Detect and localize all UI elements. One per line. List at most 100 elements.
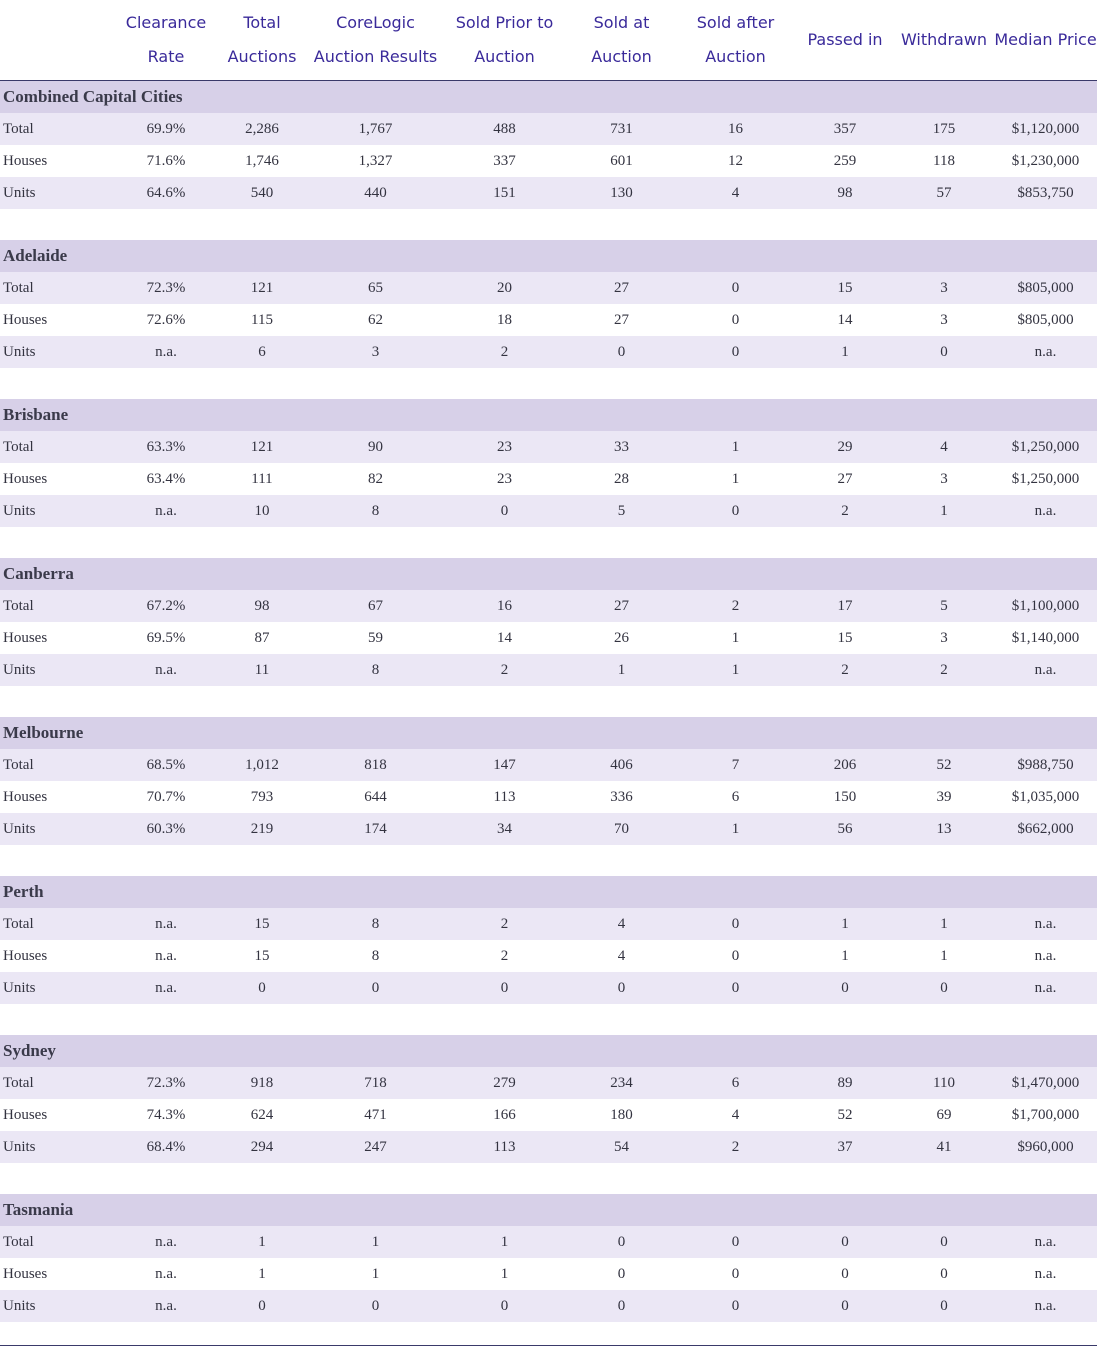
- table-cell-2: 540: [214, 177, 310, 209]
- table-cell-4: 113: [441, 781, 568, 813]
- table-row: Houses 63.4% 111 82 23 28 1 27 3 $1,250,000: [0, 463, 1097, 495]
- table-cell-3: 818: [310, 749, 441, 781]
- table-cell-8: 110: [894, 1067, 994, 1099]
- table-cell-8: 52: [894, 749, 994, 781]
- table-cell-5: 406: [568, 749, 675, 781]
- column-header-line1: Sold after: [696, 13, 775, 32]
- table-cell-9: $805,000: [994, 304, 1097, 336]
- column-header-line2: Auction: [705, 47, 766, 66]
- table-cell-3: 718: [310, 1067, 441, 1099]
- table-cell-5: 130: [568, 177, 675, 209]
- table-cell-9: n.a.: [994, 940, 1097, 972]
- row-label: Total: [0, 1226, 118, 1258]
- section-title: Canberra: [0, 557, 1097, 590]
- spacer-cell: [0, 209, 1097, 240]
- table-cell-4: 23: [441, 463, 568, 495]
- table-cell-7: 17: [796, 590, 894, 622]
- row-label: Total: [0, 749, 118, 781]
- table-row: Total n.a. 15 8 2 4 0 1 1 n.a.: [0, 908, 1097, 940]
- table-row: Houses 69.5% 87 59 14 26 1 15 3 $1,140,000: [0, 622, 1097, 654]
- table-cell-8: 0: [894, 1290, 994, 1322]
- table-cell-8: 0: [894, 1258, 994, 1290]
- section-title: Sydney: [0, 1034, 1097, 1067]
- column-header-line1: Median Price: [994, 30, 1097, 49]
- row-label: Houses: [0, 463, 118, 495]
- table-cell-2: 11: [214, 654, 310, 686]
- table-row: Total n.a. 1 1 1 0 0 0 0 n.a.: [0, 1226, 1097, 1258]
- table-cell-7: 89: [796, 1067, 894, 1099]
- row-label: Units: [0, 654, 118, 686]
- table-cell-4: 34: [441, 813, 568, 845]
- table-cell-3: 8: [310, 908, 441, 940]
- table-cell-2: 294: [214, 1131, 310, 1163]
- table-cell-7: 0: [796, 1258, 894, 1290]
- table-cell-8: 1: [894, 495, 994, 527]
- table-cell-5: 731: [568, 113, 675, 145]
- column-header-0: [0, 0, 118, 81]
- table-cell-3: 8: [310, 495, 441, 527]
- table-cell-8: 1: [894, 908, 994, 940]
- table-cell-5: 5: [568, 495, 675, 527]
- table-cell-7: 1: [796, 940, 894, 972]
- spacer-cell: [0, 368, 1097, 399]
- table-row: Units n.a. 6 3 2 0 0 1 0 n.a.: [0, 336, 1097, 368]
- table-cell-6: 16: [675, 113, 796, 145]
- table-cell-3: 0: [310, 1290, 441, 1322]
- table-cell-6: 1: [675, 813, 796, 845]
- table-cell-2: 219: [214, 813, 310, 845]
- table-cell-5: 601: [568, 145, 675, 177]
- row-label: Units: [0, 1290, 118, 1322]
- section-header-row: Melbourne: [0, 716, 1097, 749]
- table-cell-6: 0: [675, 336, 796, 368]
- column-header-line1: Clearance: [125, 13, 207, 32]
- table-cell-7: 2: [796, 495, 894, 527]
- table-cell-3: 247: [310, 1131, 441, 1163]
- table-cell-8: 69: [894, 1099, 994, 1131]
- table-row: Units 68.4% 294 247 113 54 2 37 41 $960,000: [0, 1131, 1097, 1163]
- table-cell-3: 0: [310, 972, 441, 1004]
- table-cell-8: 0: [894, 1226, 994, 1258]
- table-cell-4: 1: [441, 1226, 568, 1258]
- table-cell-6: 0: [675, 1226, 796, 1258]
- table-cell-5: 4: [568, 940, 675, 972]
- table-cell-7: 1: [796, 908, 894, 940]
- table-cell-5: 33: [568, 431, 675, 463]
- table-cell-4: 23: [441, 431, 568, 463]
- table-cell-8: 0: [894, 972, 994, 1004]
- row-label: Total: [0, 908, 118, 940]
- section-spacer: [0, 1163, 1097, 1194]
- column-header-5: Sold at Auction: [568, 0, 675, 81]
- table-row: Units n.a. 0 0 0 0 0 0 0 n.a.: [0, 972, 1097, 1004]
- table-cell-3: 62: [310, 304, 441, 336]
- table-cell-7: 206: [796, 749, 894, 781]
- table-cell-2: 1: [214, 1226, 310, 1258]
- table-cell-6: 7: [675, 749, 796, 781]
- table-cell-9: n.a.: [994, 495, 1097, 527]
- table-cell-2: 15: [214, 908, 310, 940]
- row-label: Total: [0, 431, 118, 463]
- table-cell-3: 8: [310, 654, 441, 686]
- table-cell-2: 1,746: [214, 145, 310, 177]
- table-cell-4: 2: [441, 908, 568, 940]
- table-cell-5: 54: [568, 1131, 675, 1163]
- table-cell-2: 121: [214, 272, 310, 304]
- column-header-8: Withdrawn: [894, 0, 994, 81]
- table-row: Houses 72.6% 115 62 18 27 0 14 3 $805,000: [0, 304, 1097, 336]
- table-cell-4: 16: [441, 590, 568, 622]
- column-header-line2: Rate: [147, 47, 185, 66]
- table-cell-8: 3: [894, 304, 994, 336]
- column-header-4: Sold Prior to Auction: [441, 0, 568, 81]
- table-cell-6: 6: [675, 1067, 796, 1099]
- table-cell-9: $853,750: [994, 177, 1097, 209]
- column-header-2: Total Auctions: [214, 0, 310, 81]
- column-header-9: Median Price: [994, 0, 1097, 81]
- table-cell-5: 1: [568, 654, 675, 686]
- spacer-cell: [0, 1163, 1097, 1194]
- table-cell-6: 0: [675, 972, 796, 1004]
- column-header-line1: Sold Prior to: [455, 13, 554, 32]
- table-cell-1: 64.6%: [118, 177, 214, 209]
- table-cell-8: 13: [894, 813, 994, 845]
- table-row: Total 69.9% 2,286 1,767 488 731 16 357 175 $1,120…: [0, 113, 1097, 145]
- table-cell-9: $1,120,000: [994, 113, 1097, 145]
- table-cell-5: 27: [568, 590, 675, 622]
